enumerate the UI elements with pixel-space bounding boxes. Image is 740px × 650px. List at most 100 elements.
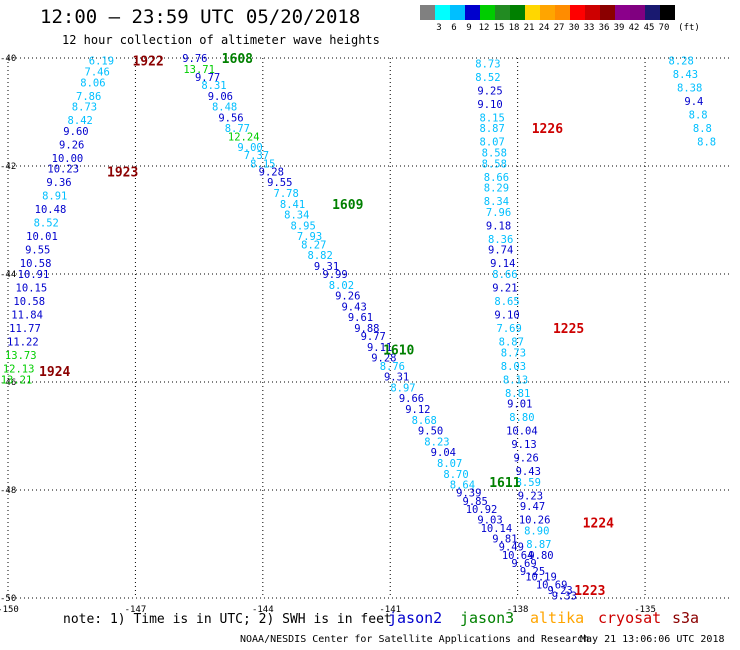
wave-height-value: 9.10 xyxy=(494,310,519,322)
wave-height-value: 9.77 xyxy=(361,331,386,343)
wave-height-value: 8.38 xyxy=(677,83,702,95)
wave-height-value: 8.87 xyxy=(480,123,505,135)
wave-height-value: 8.76 xyxy=(380,361,405,373)
wave-height-value: 8.07 xyxy=(480,137,505,149)
legend-swatch xyxy=(660,5,675,20)
chart-subtitle: 12 hour collection of altimeter wave hei… xyxy=(62,33,380,47)
wave-height-value: 9.23 xyxy=(518,490,543,502)
wave-height-value: 9.13 xyxy=(511,439,536,451)
wave-height-value: 9.55 xyxy=(25,245,50,257)
wave-height-value: 8.03 xyxy=(501,361,526,373)
wave-height-value: 9.61 xyxy=(348,312,373,324)
wave-height-value: 12.24 xyxy=(228,131,260,143)
legend-tick-label: 70 xyxy=(658,23,670,33)
wave-height-value: 12.13 xyxy=(3,364,35,376)
pass-time-label: 1609 xyxy=(332,198,363,213)
wave-height-value: 7.69 xyxy=(497,323,522,335)
wave-height-value: 9.10 xyxy=(477,99,502,111)
wave-height-value: 10.26 xyxy=(519,515,551,527)
wave-height-value: 9.06 xyxy=(208,91,233,103)
wave-height-value: 7.46 xyxy=(85,67,110,79)
wave-height-value: 10.69 xyxy=(536,580,568,592)
wave-height-value: 8.81 xyxy=(505,388,530,400)
wave-height-value: 8.97 xyxy=(390,382,415,394)
wave-height-value: 6.19 xyxy=(89,56,114,68)
wave-height-value: 9.28 xyxy=(259,166,284,178)
wave-height-value: 8.15 xyxy=(250,158,275,170)
pass-time-label: 1224 xyxy=(583,516,614,531)
wave-height-value: 9.03 xyxy=(477,515,502,527)
wave-height-value: 9.80 xyxy=(528,550,553,562)
legend-swatch xyxy=(645,5,660,20)
legend-swatch xyxy=(510,5,525,20)
wave-height-value: 10.23 xyxy=(47,164,79,176)
legend-tick-label: 3 xyxy=(436,23,442,33)
legend-swatch xyxy=(420,5,435,20)
legend-s3a: s3a xyxy=(672,609,700,627)
wave-height-value: 8.58 xyxy=(482,148,507,160)
wave-height-value: 8.66 xyxy=(484,172,509,184)
x-tick-label: -147 xyxy=(125,605,147,615)
wave-height-value: 8.43 xyxy=(673,69,698,81)
wave-height-value: 7.96 xyxy=(486,207,511,219)
legend-altika: altika xyxy=(530,609,585,627)
wave-height-value: 11.77 xyxy=(9,323,41,335)
y-tick-label: -44 xyxy=(0,270,16,280)
wave-height-value: 10.01 xyxy=(26,231,58,243)
wave-height-value: 11.22 xyxy=(7,337,39,349)
wave-height-value: 9.88 xyxy=(354,323,379,335)
legend-jason3: jason3 xyxy=(460,609,515,627)
legend-swatch xyxy=(555,5,570,20)
wave-height-value: 10.00 xyxy=(52,153,84,165)
wave-height-value: 9.43 xyxy=(341,301,366,313)
wave-height-value: 8.52 xyxy=(34,218,59,230)
wave-height-value: 9.36 xyxy=(46,177,71,189)
wave-height-value: 8.52 xyxy=(475,72,500,84)
wave-height-value: 10.64 xyxy=(502,550,534,562)
wave-height-value: 8.70 xyxy=(443,469,468,481)
wave-height-value: 9.26 xyxy=(513,453,538,465)
x-tick-label: -150 xyxy=(0,605,19,615)
wave-height-value: 7.78 xyxy=(274,188,299,200)
wave-height-value: 9.55 xyxy=(267,177,292,189)
wave-height-value: 10.91 xyxy=(18,269,50,281)
legend-tick-label: 15 xyxy=(493,23,505,33)
wave-height-value: 8.28 xyxy=(669,56,694,68)
wave-height-value: 9.39 xyxy=(456,488,481,500)
wave-height-value: 8.06 xyxy=(80,77,105,89)
wave-height-value: 8.73 xyxy=(72,102,97,114)
wave-height-value: 11.84 xyxy=(11,310,43,322)
wave-height-value: 10.58 xyxy=(20,258,52,270)
wave-height-value: 8.02 xyxy=(329,280,354,292)
wave-height-value: 8.87 xyxy=(499,337,524,349)
pass-time-label: 1924 xyxy=(39,365,70,380)
wave-height-value: 10.15 xyxy=(16,283,48,295)
wave-height-value: 8.64 xyxy=(450,480,475,492)
wave-height-value: 8.8 xyxy=(689,110,708,122)
wave-height-value: 8.13 xyxy=(503,374,528,386)
wave-height-value: 10.48 xyxy=(35,204,67,216)
legend-unit: (ft) xyxy=(678,23,700,33)
legend-tick-label: 9 xyxy=(466,23,472,33)
wave-height-value: 8.90 xyxy=(524,526,549,538)
legend-swatch xyxy=(450,5,465,20)
legend-swatch xyxy=(570,5,585,20)
wave-height-value: 8.82 xyxy=(308,250,333,262)
wave-height-value: 10.92 xyxy=(466,504,498,516)
legend-cryosat: cryosat xyxy=(598,609,662,627)
wave-height-value: 9.4 xyxy=(684,96,703,108)
wave-height-value: 9.01 xyxy=(507,399,532,411)
wave-height-value: 9.33 xyxy=(552,590,577,602)
timestamp: May 21 13:06:06 UTC 2018 xyxy=(580,634,725,645)
pass-time-label: 1223 xyxy=(574,584,605,599)
legend-tick-label: 39 xyxy=(613,23,625,33)
wave-height-value: 8.23 xyxy=(424,436,449,448)
wave-height-value: 9.31 xyxy=(384,372,409,384)
chart-title: 12:00 — 23:59 UTC 05/20/2018 xyxy=(40,6,361,28)
wave-height-value: 10.19 xyxy=(525,571,557,583)
wave-height-value: 8.29 xyxy=(484,183,509,195)
wave-height-value: 9.43 xyxy=(516,466,541,478)
wave-height-value: 9.66 xyxy=(399,393,424,405)
wave-height-value: 7.37 xyxy=(244,150,269,162)
